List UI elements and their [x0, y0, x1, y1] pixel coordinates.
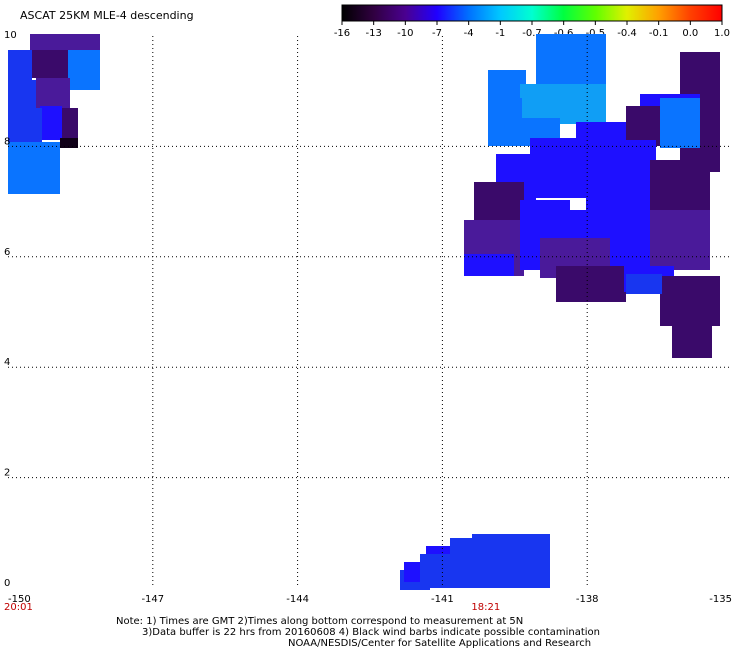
wind-cell [30, 34, 100, 50]
colorbar-tick-label: -16 [334, 28, 350, 38]
wind-cell [586, 140, 656, 210]
wind-cell [8, 80, 36, 110]
wind-cell [488, 70, 526, 100]
colorbar-tick-label: 0.0 [682, 28, 698, 38]
wind-cell [420, 554, 500, 588]
wind-cell [672, 314, 712, 358]
colorbar-tick-label: -10 [397, 28, 413, 38]
map-title: ASCAT 25KM MLE-4 descending [20, 9, 194, 22]
colorbar-tick-label: -0.4 [617, 28, 637, 38]
latitude-label: 10 [4, 30, 17, 41]
wind-cell [560, 286, 600, 302]
latitude-label: 6 [4, 247, 10, 258]
wind-cell [464, 254, 514, 276]
wind-cell [8, 50, 32, 80]
note-line-2: 3)Data buffer is 22 hrs from 20160608 4)… [142, 627, 600, 638]
colorbar-tick-label: -0.1 [649, 28, 669, 38]
longitude-label: -144 [286, 594, 309, 605]
latitude-label: 4 [4, 357, 10, 368]
latitude-label: 0 [4, 578, 10, 589]
wind-cell [556, 84, 606, 124]
colorbar-tick-label: -0.6 [554, 28, 574, 38]
wind-cell [60, 138, 78, 148]
wind-cell [650, 160, 710, 210]
wind-cell [660, 98, 700, 148]
wind-map: -150 -147 -144 -141 -138 -135 0 2 4 6 8 10 20:01 18:2… [4, 30, 732, 610]
wind-cell [36, 78, 70, 108]
pass-time-label: 20:01 [4, 602, 33, 610]
wind-cell [488, 98, 522, 146]
wind-cell [8, 142, 60, 194]
longitude-label: -141 [431, 594, 454, 605]
wind-cell [626, 274, 662, 294]
wind-cell [68, 50, 100, 90]
colorbar-tick-label: -0.7 [522, 28, 542, 38]
wind-cell [40, 106, 62, 140]
colorbar-tick-label: -7 [432, 28, 442, 38]
colorbar-tick-label: -13 [365, 28, 381, 38]
colorbar-tick-label: 1.0 [714, 28, 730, 38]
longitude-label: -147 [141, 594, 164, 605]
longitude-label: -135 [709, 594, 732, 605]
colorbar-tick-label: -4 [464, 28, 474, 38]
colorbar-tick-label: -1 [495, 28, 505, 38]
wind-cell [626, 106, 666, 146]
colorbar-tick-label: -0.5 [586, 28, 606, 38]
latitude-label: 2 [4, 468, 10, 479]
wind-cell [536, 34, 606, 84]
wind-cell [32, 50, 68, 78]
colorbar-gradient [341, 4, 723, 22]
wind-cell [530, 138, 590, 198]
longitude-label: -150 [8, 594, 31, 605]
note-line-1: Note: 1) Times are GMT 2)Times along bot… [116, 616, 524, 627]
map-frame [8, 36, 732, 588]
wind-cell [650, 210, 710, 270]
pass-time-label: 18:21 [471, 602, 500, 610]
longitude-label: -138 [576, 594, 599, 605]
note-line-3: NOAA/NESDIS/Center for Satellite Applica… [288, 638, 592, 649]
wind-cell [8, 108, 42, 144]
latitude-label: 8 [4, 136, 10, 147]
colorbar: -16 -13 -10 -7 -4 -1 -0.7 -0.6 -0.5 -0.4 -0.1 0.0 1.… [334, 4, 730, 38]
